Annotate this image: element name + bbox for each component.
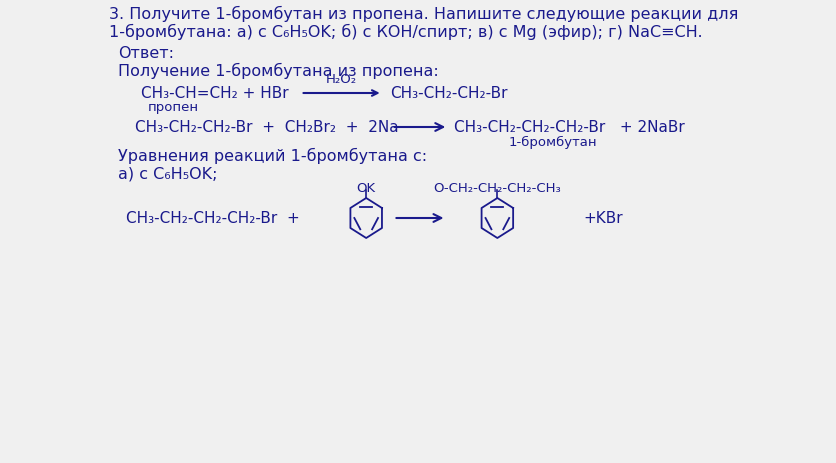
Text: Получение 1-бромбутана из пропена:: Получение 1-бромбутана из пропена:	[119, 63, 439, 79]
Text: O-CH₂-CH₂-CH₂-CH₃: O-CH₂-CH₂-CH₂-CH₃	[434, 182, 561, 195]
Text: CH₃-CH₂-CH₂-CH₂-Br  +: CH₃-CH₂-CH₂-CH₂-Br +	[125, 211, 299, 226]
Text: CH₃-CH₂-CH₂-CH₂-Br   + 2NaBr: CH₃-CH₂-CH₂-CH₂-Br + 2NaBr	[454, 120, 685, 135]
Text: 1-бромбутан: 1-бромбутан	[508, 135, 597, 148]
Text: Ответ:: Ответ:	[119, 46, 175, 62]
Text: а) с C₆H₅OK;: а) с C₆H₅OK;	[119, 166, 218, 181]
Text: H₂O₂: H₂O₂	[326, 73, 357, 86]
Text: 3. Получите 1-бромбутан из пропена. Напишите следующие реакции для: 3. Получите 1-бромбутан из пропена. Напи…	[110, 6, 739, 22]
Text: CH₃-CH₂-CH₂-Br: CH₃-CH₂-CH₂-Br	[390, 86, 507, 101]
Text: Уравнения реакций 1-бромбутана с:: Уравнения реакций 1-бромбутана с:	[119, 148, 427, 164]
Text: +KBr: +KBr	[583, 211, 623, 226]
Text: OK: OK	[357, 182, 375, 195]
Text: 1-бромбутана: а) с C₆H₅OK; б) с КОН/спирт; в) с Mg (эфир); г) NaC≡CH.: 1-бромбутана: а) с C₆H₅OK; б) с КОН/спир…	[110, 24, 703, 40]
Text: пропен: пропен	[148, 101, 199, 114]
Text: CH₃-CH=CH₂ + HBr: CH₃-CH=CH₂ + HBr	[141, 86, 288, 101]
Text: CH₃-CH₂-CH₂-Br  +  CH₂Br₂  +  2Na: CH₃-CH₂-CH₂-Br + CH₂Br₂ + 2Na	[135, 120, 399, 135]
